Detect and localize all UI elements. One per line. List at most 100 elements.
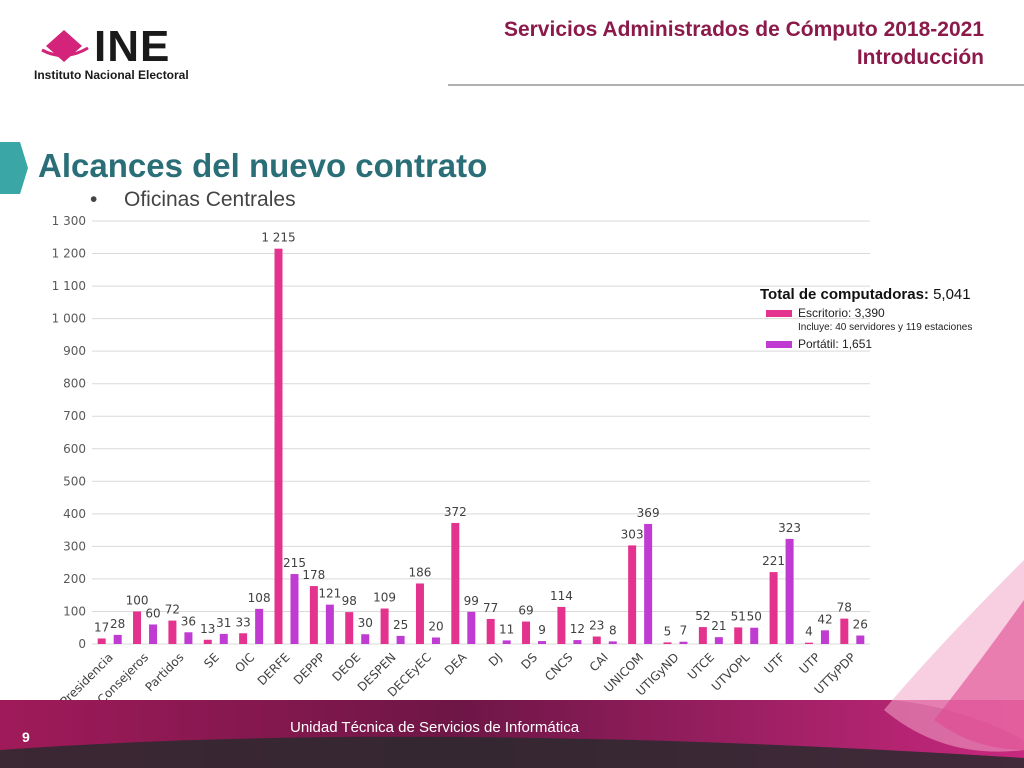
title-accent-tab xyxy=(0,142,28,194)
data-label: 109 xyxy=(373,591,396,605)
footer-text: Unidad Técnica de Servicios de Informáti… xyxy=(290,719,580,736)
data-label: 369 xyxy=(637,506,660,520)
data-label: 99 xyxy=(464,594,479,608)
footer-corner-shape xyxy=(884,560,1024,752)
bar-laptop xyxy=(785,538,794,644)
legend-note-text: Incluye: 40 servidores y 119 estaciones xyxy=(798,322,973,333)
data-label: 1 215 xyxy=(261,231,295,245)
data-label: 323 xyxy=(778,521,801,535)
data-label: 8 xyxy=(609,623,617,637)
data-label: 21 xyxy=(711,619,726,633)
data-label: 178 xyxy=(302,568,325,582)
bar-laptop xyxy=(396,635,405,644)
bar-laptop xyxy=(325,604,334,644)
data-label: 30 xyxy=(358,616,373,630)
data-label: 25 xyxy=(393,618,408,632)
x-tick-label: UTF xyxy=(762,650,788,676)
bar-desktop xyxy=(557,606,566,644)
data-label: 50 xyxy=(747,610,762,624)
bar-laptop xyxy=(856,635,865,644)
bar-desktop xyxy=(769,572,778,644)
bar-laptop xyxy=(290,574,299,644)
data-label: 33 xyxy=(235,615,250,629)
y-tick-label: 200 xyxy=(63,572,86,586)
logo-subtitle: Instituto Nacional Electoral xyxy=(34,68,189,82)
bar-laptop xyxy=(149,624,158,644)
data-label: 52 xyxy=(695,609,710,623)
y-tick-label: 800 xyxy=(63,377,86,391)
bar-desktop xyxy=(451,522,460,644)
data-label: 98 xyxy=(342,594,357,608)
data-label: 9 xyxy=(538,623,546,637)
bar-laptop xyxy=(644,523,653,644)
bar-laptop xyxy=(608,641,617,644)
bar-laptop xyxy=(467,611,476,644)
x-tick-label: UTVOPL xyxy=(709,650,753,694)
bar-laptop xyxy=(219,633,228,644)
chart-bars xyxy=(97,248,865,644)
bar-desktop xyxy=(840,618,849,644)
x-tick-label: DS xyxy=(518,650,540,672)
x-tick-label: UTCE xyxy=(685,650,717,682)
data-label: 108 xyxy=(248,591,271,605)
chart-y-axis: 0 100 200 300 400 500 600 700 800 900 1 000 1 100 1 … xyxy=(52,214,86,651)
logo-wordmark: INE xyxy=(94,22,171,71)
y-tick-label: 500 xyxy=(63,474,86,488)
chart-gridlines xyxy=(92,220,870,645)
bar-laptop xyxy=(679,641,688,644)
bar-laptop xyxy=(184,632,193,644)
ine-diamond-icon xyxy=(41,30,89,62)
bar-laptop xyxy=(113,634,122,644)
bullet-icon: • xyxy=(90,188,98,211)
data-label: 7 xyxy=(680,624,688,638)
x-tick-label: SE xyxy=(201,650,222,671)
y-tick-label: 1 300 xyxy=(52,214,86,228)
x-tick-label: CNCS xyxy=(542,650,575,683)
page-number: 9 xyxy=(22,729,30,745)
bar-laptop xyxy=(361,634,370,644)
header-title: Servicios Administrados de Cómputo 2018-… xyxy=(504,16,984,72)
bar-desktop xyxy=(415,583,424,644)
y-tick-label: 400 xyxy=(63,507,86,521)
y-tick-label: 100 xyxy=(63,604,86,618)
data-label: 215 xyxy=(283,556,306,570)
bar-laptop xyxy=(820,630,829,644)
bar-desktop xyxy=(486,618,495,644)
data-label: 11 xyxy=(499,622,514,636)
data-label: 303 xyxy=(621,527,644,541)
bar-desktop xyxy=(97,638,106,644)
bar-desktop xyxy=(309,586,318,644)
legend-swatch-desktop xyxy=(766,310,792,317)
header-line1: Servicios Administrados de Cómputo 2018-… xyxy=(503,18,984,41)
bar-chart: 0 100 200 300 400 500 600 700 800 900 1 000 1 100 1 … xyxy=(52,214,870,709)
data-label: 5 xyxy=(664,624,672,638)
bar-laptop xyxy=(573,640,582,644)
data-label: 77 xyxy=(483,601,498,615)
bar-laptop xyxy=(502,640,511,644)
bar-desktop xyxy=(239,633,248,644)
bar-desktop xyxy=(345,612,354,644)
bullet-text: Oficinas Centrales xyxy=(124,188,296,211)
bar-laptop xyxy=(538,641,547,644)
bar-laptop xyxy=(431,637,440,644)
legend-total: Total de computadoras: 5,041 xyxy=(760,286,1010,303)
x-tick-label: DEA xyxy=(442,650,470,678)
bar-desktop xyxy=(203,639,212,644)
bar-desktop xyxy=(168,620,177,644)
y-tick-label: 300 xyxy=(63,539,86,553)
data-label: 114 xyxy=(550,589,573,603)
data-label: 26 xyxy=(853,618,868,632)
data-label: 42 xyxy=(817,612,832,626)
bar-desktop xyxy=(734,627,743,644)
x-tick-label: DJ xyxy=(486,650,505,669)
bar-desktop xyxy=(380,608,389,644)
y-tick-label: 600 xyxy=(63,442,86,456)
ine-logo: INE Instituto Nacional Electoral xyxy=(34,22,218,84)
bar-desktop xyxy=(133,611,142,644)
header-divider xyxy=(448,84,1024,86)
x-tick-label: Partidos xyxy=(143,650,187,694)
bar-desktop xyxy=(522,621,531,644)
x-tick-label: CAI xyxy=(587,650,611,674)
data-label: 28 xyxy=(110,617,125,631)
bar-desktop xyxy=(274,248,283,644)
